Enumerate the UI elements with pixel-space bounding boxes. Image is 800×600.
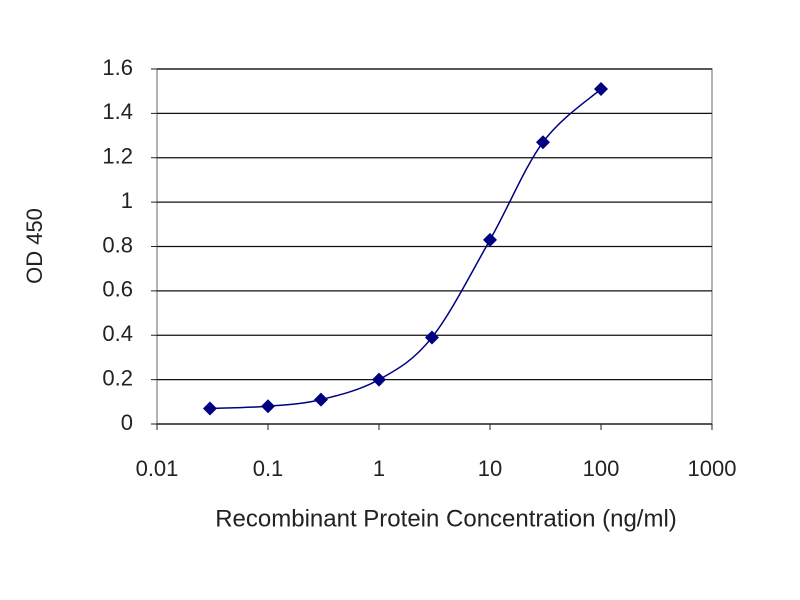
x-tick-label: 0.01	[136, 456, 179, 481]
marker	[535, 135, 550, 150]
x-tick-label: 100	[583, 456, 620, 481]
line	[209, 88, 602, 410]
y-tick-label: 0.4	[102, 321, 133, 346]
x-tick-label: 1	[373, 456, 385, 481]
marker	[594, 81, 608, 96]
marker	[202, 401, 217, 416]
marker	[261, 399, 275, 414]
x-axis-label: Recombinant Protein Concentration (ng/ml…	[215, 505, 677, 532]
y-tick-label: 1.4	[102, 99, 133, 124]
y-tick-label: 1.6	[102, 55, 133, 80]
y-tick-label: 0	[121, 410, 133, 435]
y-tick-label: 1	[121, 188, 133, 213]
x-tick-label: 10	[478, 456, 502, 481]
y-tick-label: 1.2	[102, 144, 133, 169]
x-tick-label: 1000	[688, 456, 737, 481]
y-tick-label: 0.6	[102, 277, 133, 302]
y-axis-label: OD 450	[22, 208, 47, 284]
marker	[372, 372, 386, 387]
y-tick-label: 0.8	[102, 232, 133, 257]
marker	[313, 392, 328, 407]
marker	[483, 232, 497, 247]
marker	[424, 330, 439, 345]
y-tick-label: 0.2	[102, 365, 133, 390]
x-tick-label: 0.1	[253, 456, 284, 481]
